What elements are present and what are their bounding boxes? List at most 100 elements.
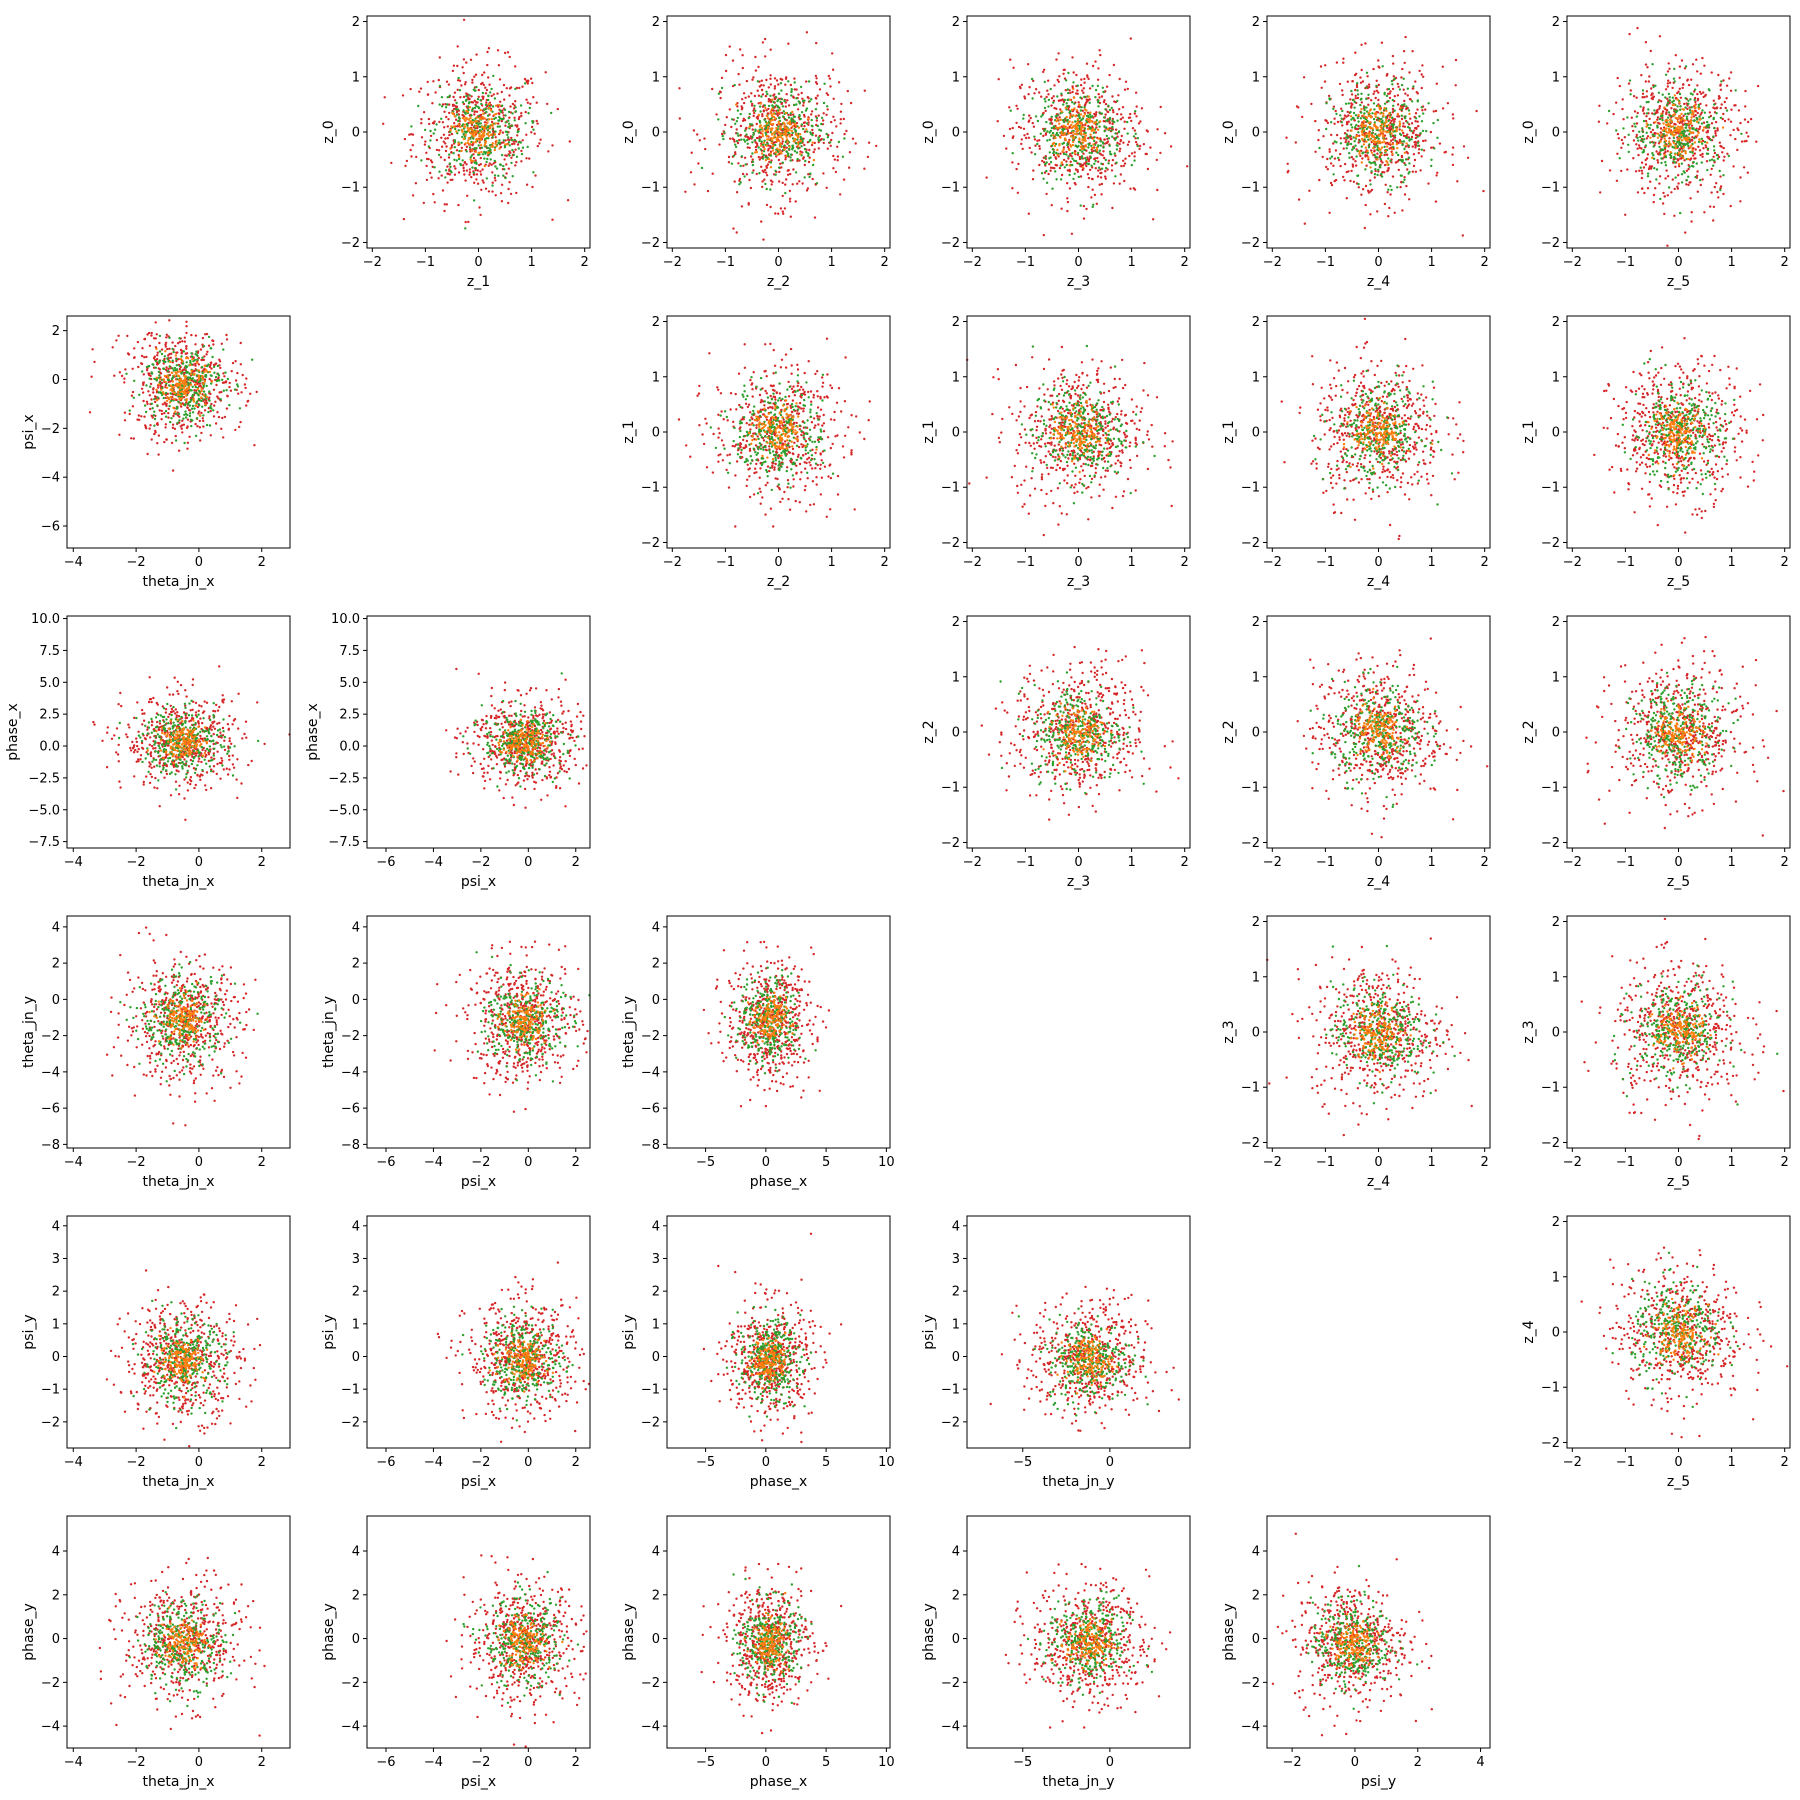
scatter-point-outer [818, 147, 820, 149]
scatter-point-outer [473, 111, 475, 113]
scatter-point-outer [491, 171, 493, 173]
scatter-point-middle [492, 75, 494, 77]
scatter-point-outer [478, 89, 480, 91]
scatter-point-outer [508, 94, 510, 96]
scatter-point-outer [455, 119, 457, 121]
scatter-point-outer [815, 42, 817, 44]
scatter-point-middle [498, 119, 500, 121]
scatter-point-outer [744, 119, 746, 121]
scatter-point-outer [795, 200, 797, 202]
scatter-point-outer [739, 48, 741, 50]
scatter-point-inner [488, 118, 490, 120]
scatter-points [382, 19, 571, 230]
scatter-point-outer [484, 87, 486, 89]
scatter-point-middle [508, 141, 510, 143]
scatter-point-outer [483, 84, 485, 86]
scatter-point-middle [497, 126, 499, 128]
scatter-point-middle [514, 119, 516, 121]
scatter-point-outer [741, 205, 743, 207]
scatter-point-middle [487, 115, 489, 117]
scatter-point-outer [480, 157, 482, 159]
scatter-point-inner [482, 116, 484, 118]
scatter-point-outer [496, 92, 498, 94]
scatter-point-inner [476, 130, 478, 132]
scatter-point-outer [517, 143, 519, 145]
scatter-point-outer [518, 128, 520, 130]
scatter-point-outer [758, 156, 760, 158]
scatter-point-outer [748, 95, 750, 97]
scatter-point-middle [438, 171, 440, 173]
scatter-point-outer [444, 159, 446, 161]
scatter-point-outer [767, 108, 769, 110]
scatter-point-outer [836, 146, 838, 148]
scatter-point-outer [756, 173, 758, 175]
scatter-point-outer [718, 143, 720, 145]
x-tick-label: −2 [363, 255, 382, 270]
scatter-point-middle [496, 167, 498, 169]
scatter-point-outer [551, 219, 553, 221]
scatter-point-outer [427, 93, 429, 95]
scatter-point-outer [456, 149, 458, 151]
scatter-point-outer [769, 74, 771, 76]
scatter-point-outer [434, 91, 436, 93]
scatter-point-outer [404, 138, 406, 140]
scatter-point-outer [514, 149, 516, 151]
scatter-point-outer [502, 131, 504, 133]
scatter-point-inner [460, 150, 462, 152]
scatter-point-outer [804, 131, 806, 133]
scatter-point-middle [417, 105, 419, 107]
scatter-point-outer [531, 126, 533, 128]
scatter-point-inner [469, 158, 471, 160]
scatter-point-outer [427, 158, 429, 160]
scatter-point-middle [512, 175, 514, 177]
scatter-point-outer [754, 95, 756, 97]
scatter-point-inner [491, 118, 493, 120]
scatter-point-outer [446, 81, 448, 83]
scatter-point-inner [468, 137, 470, 139]
scatter-point-middle [462, 101, 464, 103]
scatter-point-outer [480, 173, 482, 175]
scatter-point-outer [458, 171, 460, 173]
scatter-point-outer [868, 142, 870, 144]
scatter-point-outer [755, 69, 757, 71]
scatter-point-outer [786, 147, 788, 149]
scatter-point-middle [482, 92, 484, 94]
scatter-point-middle [503, 139, 505, 141]
scatter-point-outer [508, 117, 510, 119]
scatter-panel-0: −2 −1 0 1 2−2−1012z_1z_0 [321, 15, 590, 290]
scatter-point-outer [514, 164, 516, 166]
scatter-point-inner [484, 127, 486, 129]
scatter-point-middle [441, 96, 443, 98]
scatter-point-middle [532, 129, 534, 131]
scatter-point-outer [418, 91, 420, 93]
scatter-point-inner [478, 152, 480, 154]
scatter-point-inner [491, 145, 493, 147]
scatter-point-outer [486, 89, 488, 91]
scatter-point-outer [450, 151, 452, 153]
scatter-point-outer [707, 190, 709, 192]
scatter-point-outer [476, 111, 478, 113]
scatter-point-inner [464, 117, 466, 119]
scatter-point-middle [475, 161, 477, 163]
scatter-point-middle [458, 129, 460, 131]
scatter-point-inner [495, 122, 497, 124]
scatter-point-outer [527, 102, 529, 104]
scatter-point-outer [492, 182, 494, 184]
scatter-point-middle [513, 154, 515, 156]
scatter-point-middle [487, 99, 489, 101]
scatter-point-outer [455, 105, 457, 107]
scatter-point-middle [428, 145, 430, 147]
scatter-point-middle [482, 153, 484, 155]
scatter-point-middle [466, 123, 468, 125]
scatter-point-inner [467, 139, 469, 141]
scatter-point-outer [474, 159, 476, 161]
scatter-point-outer [449, 173, 451, 175]
scatter-point-outer [457, 89, 459, 91]
scatter-point-middle [478, 122, 480, 124]
scatter-point-outer [715, 113, 717, 115]
scatter-point-inner [463, 138, 465, 140]
scatter-point-outer [423, 111, 425, 113]
scatter-point-inner [464, 142, 466, 144]
scatter-point-outer [503, 158, 505, 160]
scatter-point-middle [471, 110, 473, 112]
